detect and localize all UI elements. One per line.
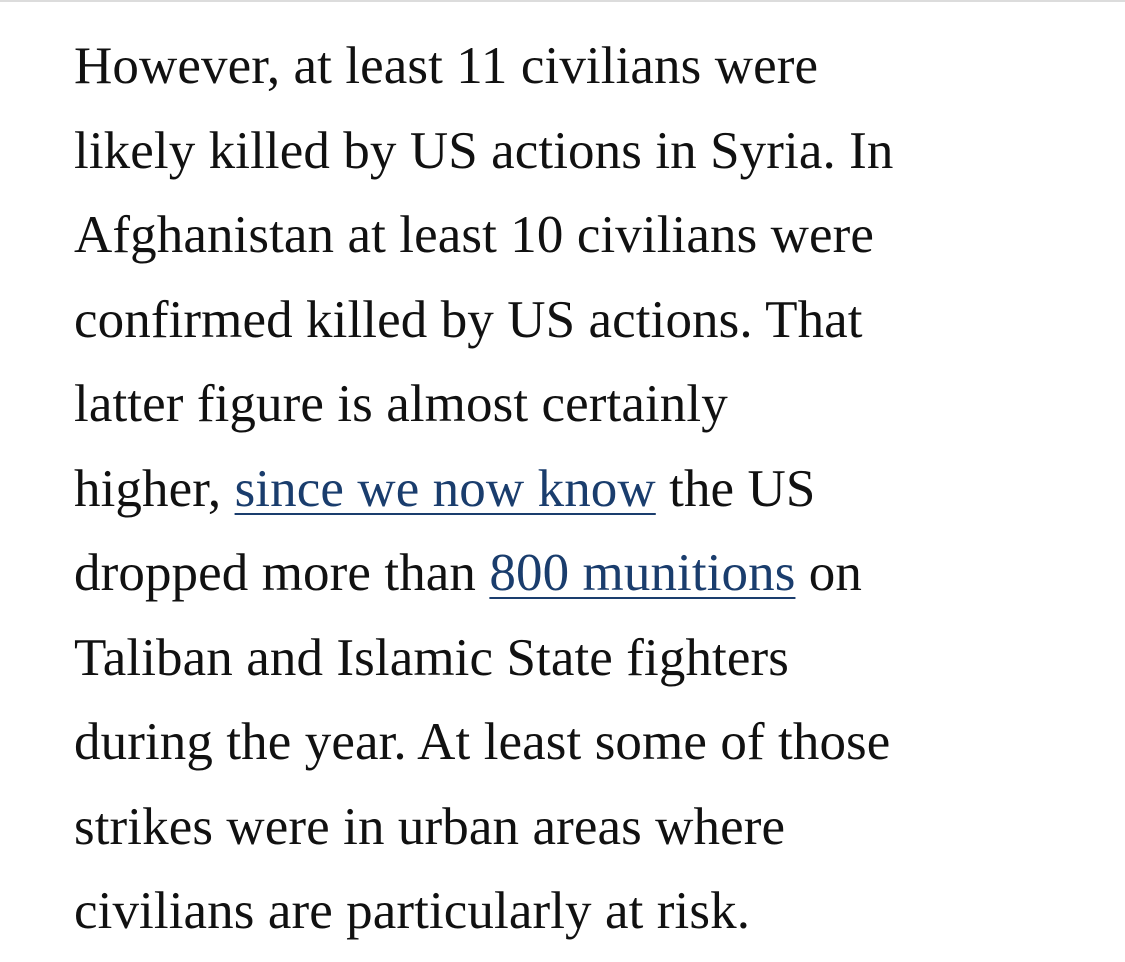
text-line-3: Afghanistan at least 10 civilians were (74, 206, 875, 264)
since-we-now-know-link[interactable]: since we now know (234, 459, 656, 518)
text-line-6: higher, since we now know the US (74, 447, 1074, 532)
text-line-5: latter figure is almost certainly (74, 375, 728, 433)
text-segment: dropped more than (74, 544, 490, 602)
text-line-4: confirmed killed by US actions. That (74, 290, 863, 349)
text-line-7: dropped more than 800 munitions on (74, 531, 1074, 616)
text-line-10: strikes were in urban areas where (74, 797, 786, 856)
munitions-link[interactable]: 800 munitions (489, 544, 796, 602)
text-segment: on (795, 544, 863, 602)
text-line-8: Taliban and Islamic State fighters (74, 628, 789, 687)
article-paragraph: However, at least 11 civilians were like… (74, 24, 1074, 954)
text-segment: the US (655, 459, 816, 518)
text-line-11: civilians are particularly at risk. (74, 882, 751, 940)
top-divider (0, 0, 1125, 2)
text-line-1: However, at least 11 civilians were (74, 37, 819, 95)
text-line-2: likely killed by US actions in Syria. In (74, 121, 894, 180)
text-segment: higher, (74, 459, 235, 518)
text-line-9: during the year. At least some of those (74, 713, 891, 771)
